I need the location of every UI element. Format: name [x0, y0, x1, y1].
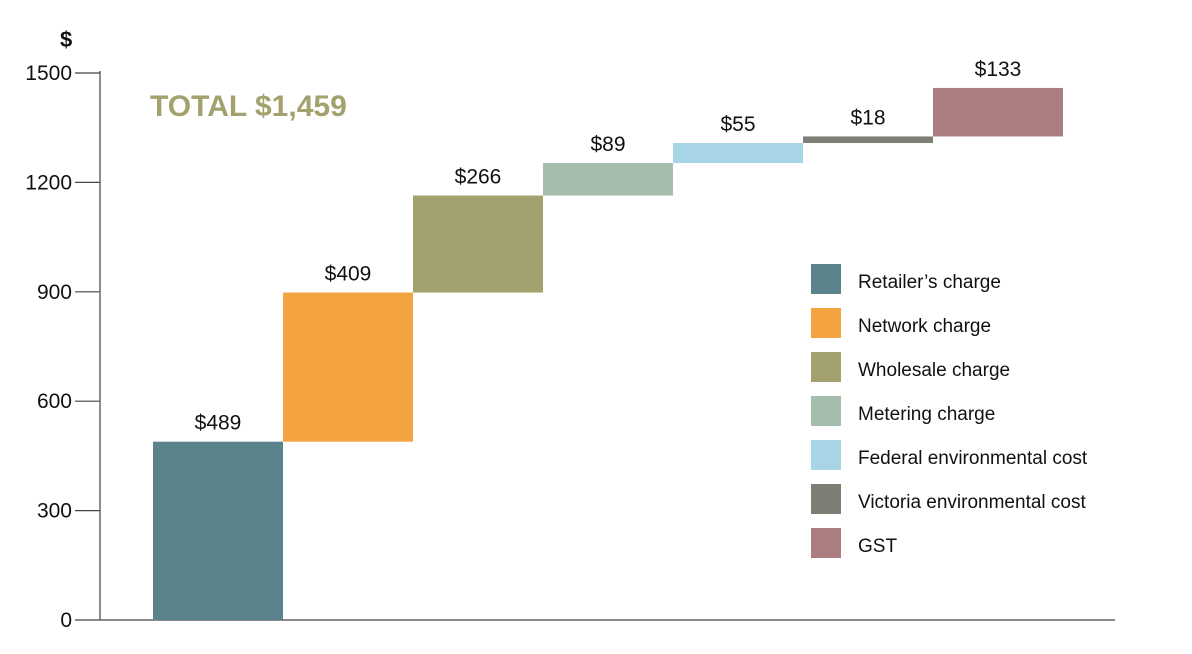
total-annotation: TOTAL $1,459	[150, 90, 347, 123]
legend-swatch-1	[811, 264, 841, 294]
data-label-4: $89	[590, 133, 625, 156]
bar-2	[283, 292, 413, 442]
data-label-6: $18	[850, 106, 885, 129]
y-tick-label-1200: 1200	[25, 171, 72, 194]
bar-7	[933, 87, 1063, 137]
legend-label-7: GST	[858, 536, 897, 557]
y-tick-label-900: 900	[37, 281, 72, 304]
legend-label-4: Metering charge	[858, 404, 995, 425]
data-label-5: $55	[720, 113, 755, 136]
plot-area: $0 300 600 900 1200 1500 TOTAL $1,459 $489 $409 $…	[25, 27, 1115, 632]
data-label-1: $489	[195, 412, 242, 435]
y-tick-label-300: 300	[37, 500, 72, 523]
bar-5	[673, 143, 803, 164]
legend-label-2: Network charge	[858, 316, 991, 337]
y-tick-label-0: 0	[60, 609, 72, 632]
legend-label-6: Victoria environmental cost	[858, 492, 1086, 513]
bar-3	[413, 195, 543, 293]
bar-1	[153, 441, 283, 620]
legend-swatch-7	[811, 528, 841, 558]
legend-swatch-4	[811, 396, 841, 426]
data-label-3: $266	[455, 166, 502, 189]
legend-swatch-6	[811, 484, 841, 514]
legend: Retailer’s charge Network charge Wholesale…	[811, 264, 1088, 558]
bar-4	[543, 163, 673, 196]
legend-swatch-5	[811, 440, 841, 470]
legend-label-1: Retailer’s charge	[858, 272, 1001, 293]
legend-swatch-3	[811, 352, 841, 382]
data-label-2: $409	[325, 263, 372, 286]
data-label-7: $133	[975, 58, 1022, 81]
legend-swatch-2	[811, 308, 841, 338]
y-tick-label-1500: 1500	[25, 62, 72, 85]
bar-6	[803, 136, 933, 144]
y-axis-label: $	[60, 27, 72, 52]
y-tick-label-600: 600	[37, 390, 72, 413]
legend-label-5: Federal environmental cost	[858, 448, 1088, 469]
legend-label-3: Wholesale charge	[858, 360, 1010, 381]
